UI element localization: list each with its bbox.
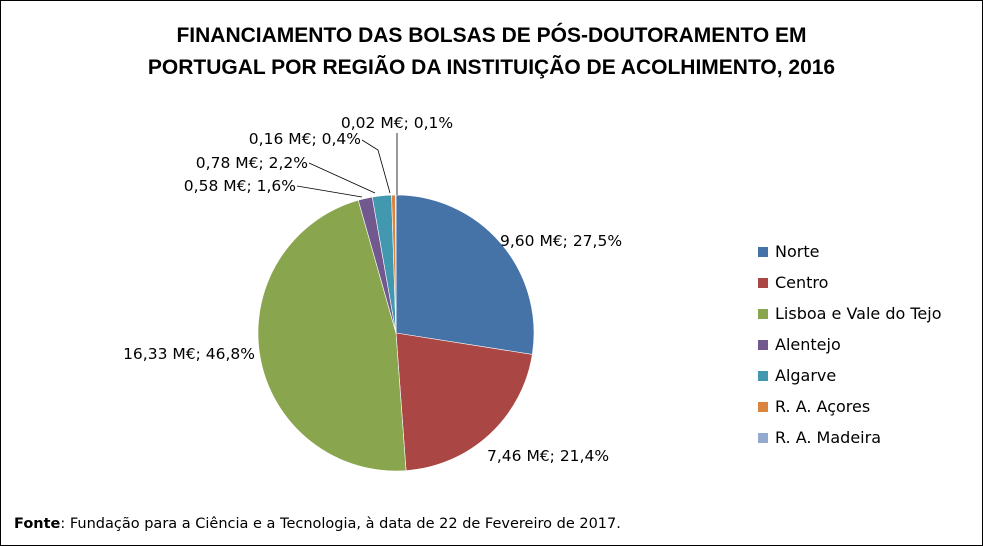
legend-swatch — [758, 339, 768, 350]
legend-swatch — [758, 432, 768, 443]
legend-label: R. A. Madeira — [775, 428, 881, 447]
legend-swatch — [758, 370, 768, 381]
legend-label: Centro — [775, 273, 829, 292]
data-label: 16,33 M€; 46,8% — [123, 345, 255, 363]
legend-label: Alentejo — [775, 335, 841, 354]
legend-item: Centro — [758, 267, 942, 298]
data-label: 0,78 M€; 2,2% — [196, 154, 308, 172]
source-text: : Fundação para a Ciência e a Tecnologia… — [60, 516, 621, 532]
legend-item: R. A. Açores — [758, 391, 942, 422]
legend-swatch — [758, 246, 768, 257]
pie-slice-centro — [395, 332, 533, 471]
pie-slice-norte — [395, 194, 535, 355]
leader-line — [361, 139, 391, 194]
chart-legend: Norte Centro Lisboa e Vale do Tejo Alentejo… — [758, 236, 942, 453]
legend-item: Lisboa e Vale do Tejo — [758, 298, 942, 329]
legend-swatch — [758, 277, 768, 288]
data-label: 0,58 M€; 1,6% — [184, 177, 296, 195]
leader-line — [308, 162, 376, 194]
legend-item: R. A. Madeira — [758, 422, 942, 453]
legend-item: Norte — [758, 236, 942, 267]
source-label: Fonte — [14, 516, 61, 532]
data-label: 7,46 M€; 21,4% — [487, 447, 609, 465]
legend-label: Algarve — [775, 366, 837, 385]
legend-swatch — [758, 401, 768, 412]
source-note: Fonte: Fundação para a Ciência e a Tecno… — [14, 516, 621, 532]
chart-title-line-1: FINANCIAMENTO DAS BOLSAS DE PÓS-DOUTORAM… — [176, 24, 807, 47]
data-label: 9,60 M€; 27,5% — [500, 232, 622, 250]
leader-line — [296, 185, 363, 198]
legend-item: Algarve — [758, 360, 942, 391]
pie-slice-lisboa-e-vale-do-tejo — [257, 199, 407, 472]
chart-title: FINANCIAMENTO DAS BOLSAS DE PÓS-DOUTORAM… — [0, 20, 983, 84]
legend-item: Alentejo — [758, 329, 942, 360]
chart-title-line-2: PORTUGAL POR REGIÃO DA INSTITUIÇÃO DE AC… — [147, 56, 836, 79]
legend-label: Norte — [775, 242, 820, 261]
data-label: 0,16 M€; 0,4% — [249, 130, 361, 148]
legend-swatch — [758, 308, 768, 319]
legend-label: Lisboa e Vale do Tejo — [775, 304, 942, 323]
data-label: 0,02 M€; 0,1% — [341, 114, 453, 132]
legend-label: R. A. Açores — [775, 397, 871, 416]
